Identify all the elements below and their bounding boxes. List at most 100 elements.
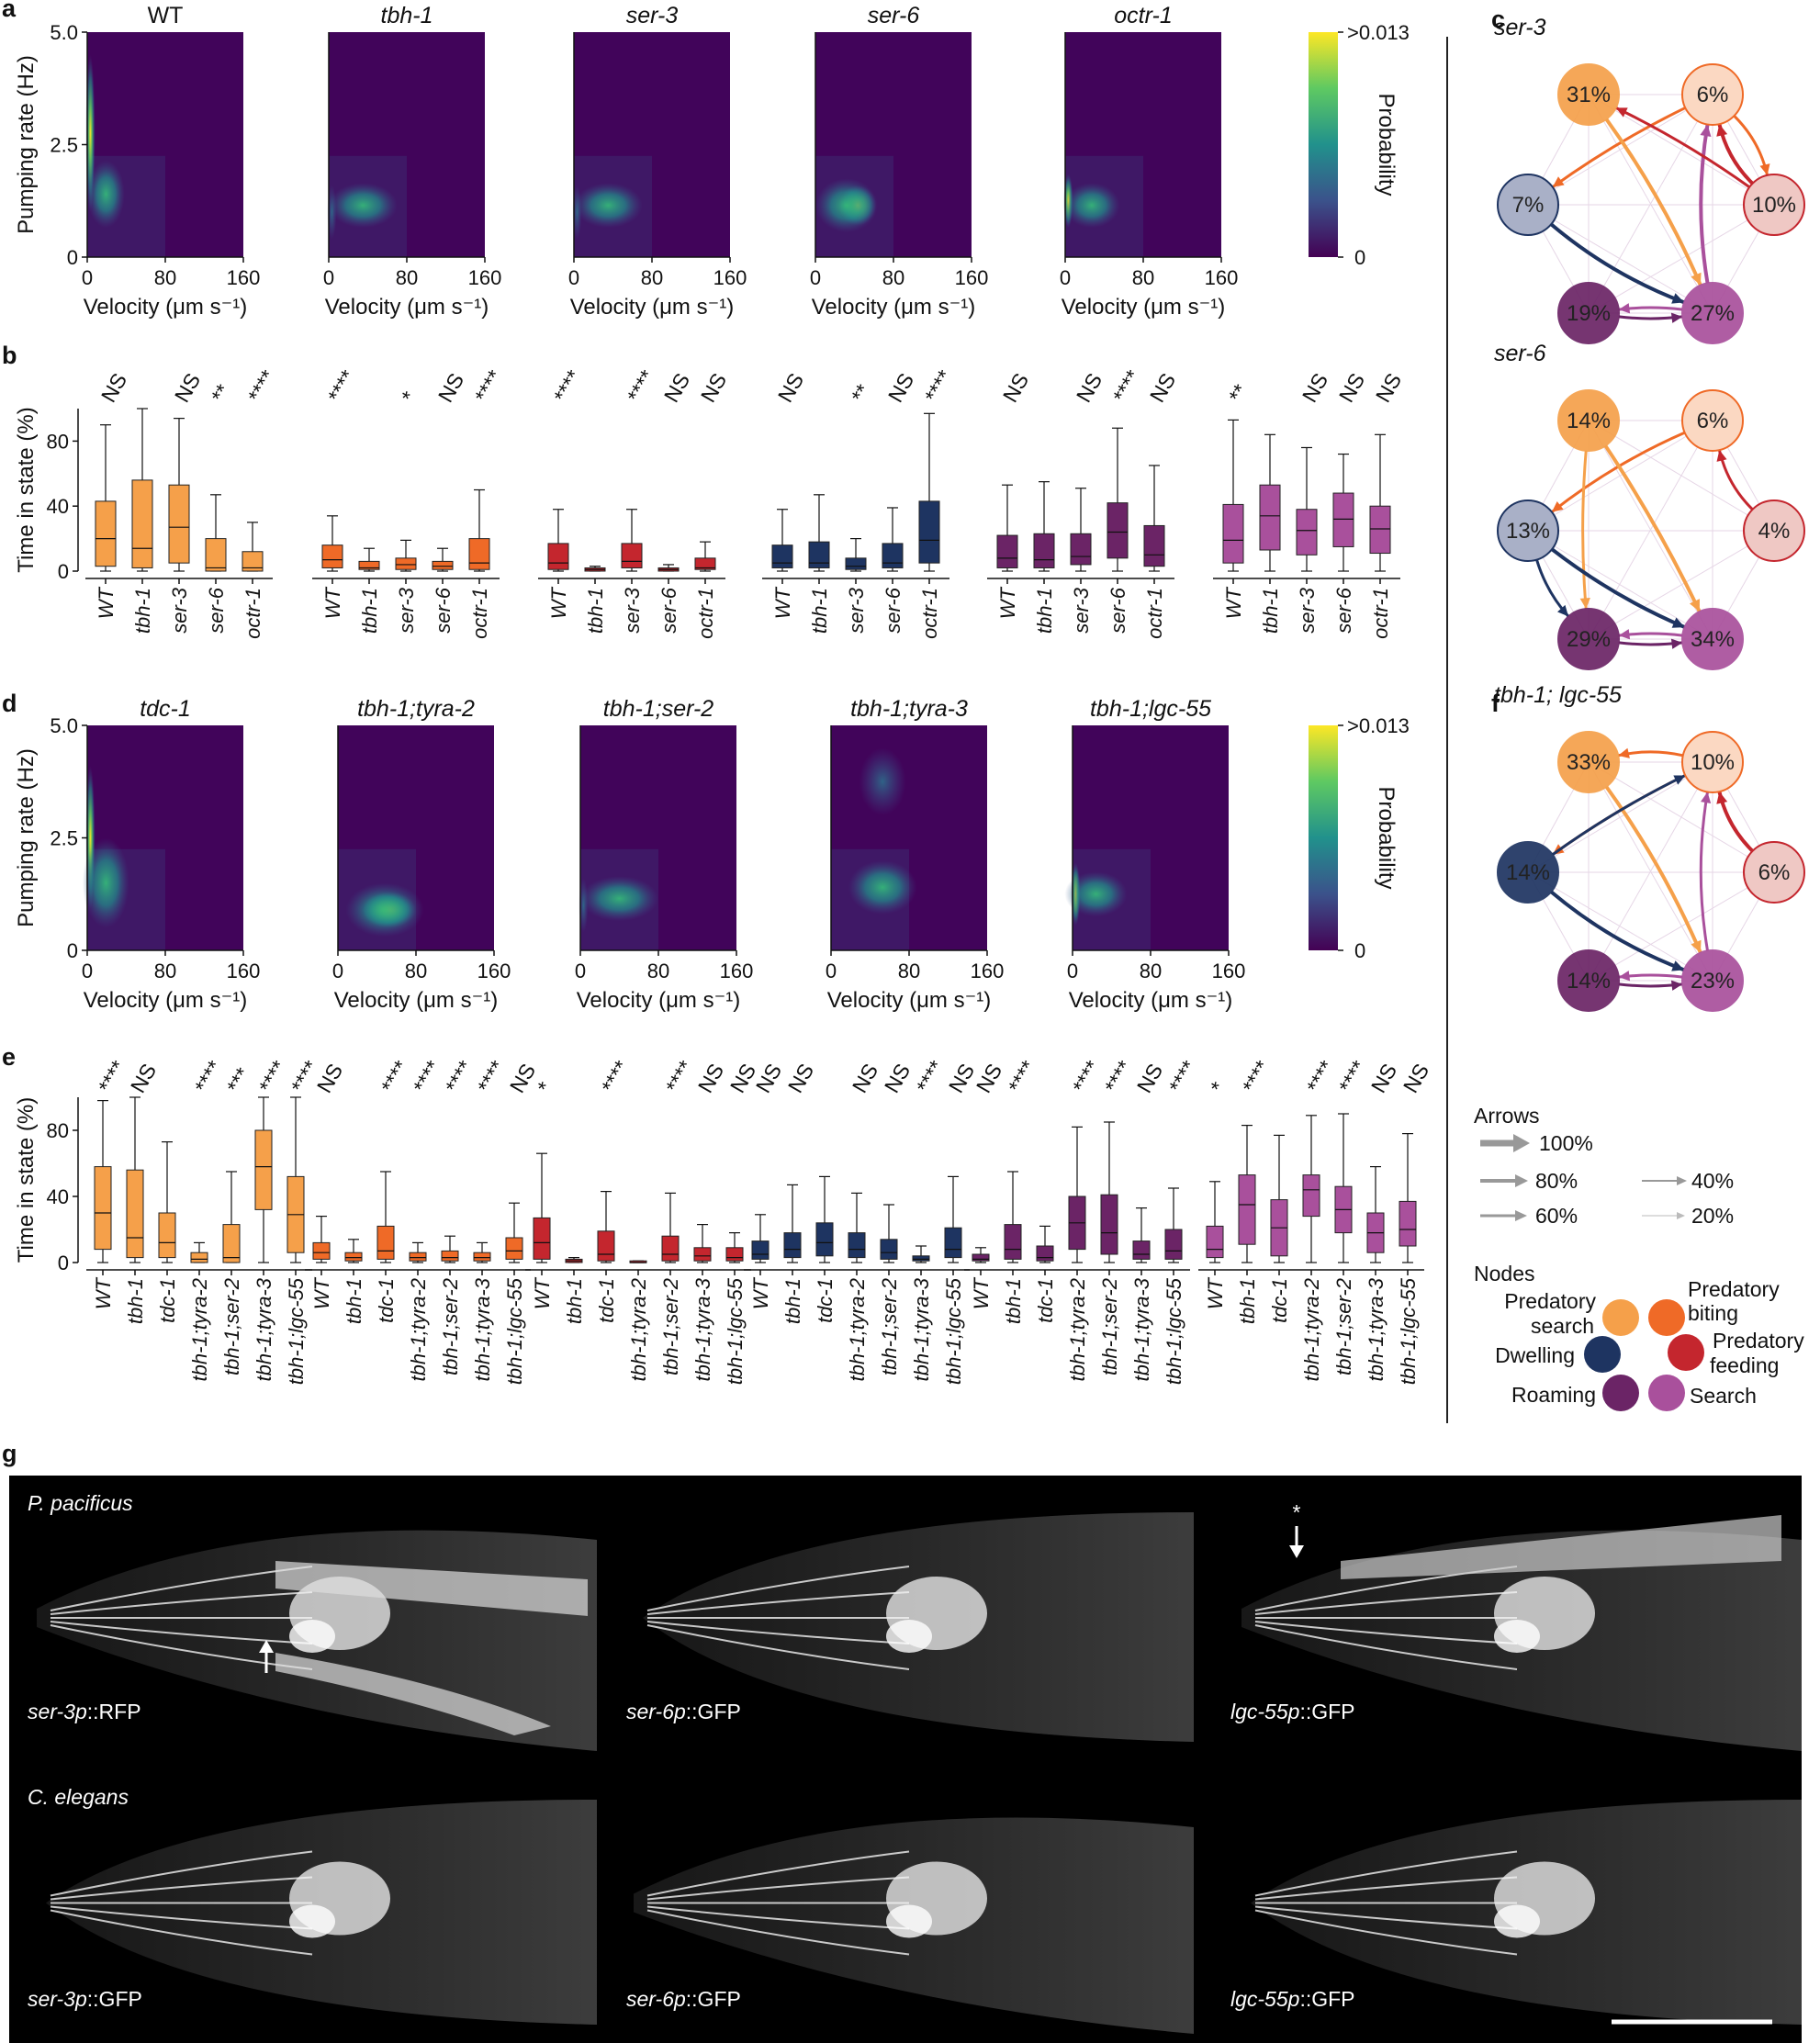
x-tick-label: 0	[82, 266, 93, 289]
box-iqr	[996, 534, 1018, 568]
box-tbh-1-tyra-3: tbh-1;tyra-3 NS	[1365, 1060, 1401, 1382]
box-ser-3: ser-3 **	[845, 380, 875, 634]
box-octr-1: octr-1 ****	[918, 365, 957, 638]
box-group-predatory-feeding: WT * tbh-1 tdc-1 **** tbh-1;tyra-2 tbh-1;ser-2…	[525, 1056, 760, 1385]
panel-letter-c: c	[1491, 6, 1505, 33]
x-tick-label: 80	[396, 266, 418, 289]
box-tdc-1: tdc-1	[1268, 1134, 1291, 1323]
neuron-process	[1254, 1850, 1518, 1897]
colorbar-min-label: 0	[1354, 939, 1365, 962]
colorbar-label: Probability	[1374, 93, 1399, 196]
box-group-roaming: WT NS tbh-1 ser-3 NS ser-6 **** octr-1 NS	[987, 365, 1180, 639]
heatmap-wt: WT 0 80 160 0 2.5 5.0 Pumping rate (Hz) Velocity…	[14, 3, 260, 320]
x-tick-label: tbh-1;tyra-2	[1300, 1278, 1323, 1382]
network-arrowhead	[1691, 939, 1702, 953]
x-tick-label: ser-3	[1070, 587, 1093, 633]
significance-label: ****	[1100, 1056, 1137, 1096]
network-node-label: 19%	[1567, 301, 1611, 326]
significance-label: ****	[323, 365, 360, 406]
box-octr-1: octr-1 NS	[1369, 369, 1406, 639]
significance-label: NS	[505, 1060, 540, 1097]
x-tick-label: ser-6	[882, 587, 904, 633]
box-iqr	[944, 1227, 962, 1259]
x-tick-label: octr-1	[694, 588, 717, 639]
x-tick-label: octr-1	[918, 588, 941, 639]
colorbar-max-label: >0.013	[1347, 21, 1410, 44]
network-arrowhead	[1670, 312, 1683, 323]
heatmap-title: tbh-1;lgc-55	[1090, 696, 1211, 722]
label-gene: ser-6p	[626, 1700, 686, 1723]
x-tick-label: WT	[95, 586, 118, 619]
network-faint-link	[1527, 530, 1713, 640]
box-wt: WT NS	[771, 369, 808, 619]
heatmap-tbh-1-lgc-55: tbh-1;lgc-55 0 80 160 Velocity (μm s⁻¹)	[1064, 696, 1245, 1013]
significance-label: NS	[1145, 369, 1180, 407]
box-iqr	[468, 538, 490, 570]
neuron-process	[646, 1850, 910, 1897]
network-arrow	[1604, 785, 1702, 954]
x-tick-label: 0	[1067, 960, 1078, 982]
network-faint-link	[1588, 530, 1775, 640]
network-node-label: 14%	[1506, 860, 1550, 885]
x-tick-label: ser-6	[1332, 587, 1355, 633]
box-iqr	[693, 1247, 712, 1262]
x-tick-label: tbh-1;ser-2	[659, 1278, 682, 1375]
significance-label: ****	[473, 1056, 510, 1096]
significance-label: NS	[944, 1060, 979, 1097]
box-iqr	[242, 551, 264, 572]
x-tick-label: tbh-1;lgc-55	[1397, 1277, 1420, 1385]
network-node-label: 6%	[1697, 83, 1729, 107]
x-tick-label: tbh-1	[563, 1278, 586, 1324]
box-iqr	[661, 1235, 680, 1262]
box-iqr	[168, 484, 190, 564]
legend-arrow-100: 100%	[1480, 1131, 1593, 1155]
heatmap-ser-3: ser-3 0 80 160 Velocity (μm s⁻¹)	[568, 3, 747, 320]
y-tick-label: 5.0	[50, 714, 78, 737]
box-wt: WT ****	[92, 1056, 130, 1309]
x-tick-label: tbh-1;tyra-3	[910, 1277, 933, 1381]
box-iqr	[845, 557, 867, 570]
x-tick-label: ser-6	[657, 587, 680, 633]
box-iqr	[222, 1224, 241, 1263]
y-tick-label: 2.5	[50, 827, 78, 850]
significance-label: NS	[1132, 1060, 1167, 1097]
network-arrowhead	[1673, 775, 1686, 785]
panel-letter-a: a	[2, 0, 17, 22]
box-iqr	[376, 1225, 395, 1260]
neuron-process	[50, 1850, 313, 1897]
network-node-circle	[1497, 500, 1559, 562]
x-tick-label: 0	[82, 960, 93, 982]
box-iqr	[1070, 533, 1092, 566]
network-faint-link	[1527, 94, 1713, 206]
heatmap-title: tbh-1;tyra-2	[357, 696, 475, 722]
network-legend: Arrows 100% 80% 60% 40% 20% Nodes Predat…	[1474, 1104, 1804, 1411]
micrograph-bottom-0	[46, 1800, 597, 2025]
network-faint-link	[1527, 204, 1713, 314]
arrow-marker-head	[1289, 1545, 1304, 1558]
x-axis-label: Velocity (μm s⁻¹)	[1069, 988, 1233, 1013]
network-node-circle	[1557, 63, 1620, 126]
y-tick-label: 2.5	[50, 134, 78, 157]
x-tick-label: 0	[332, 960, 343, 982]
significance-label: *	[533, 1078, 557, 1097]
neuron-process	[646, 1909, 910, 1956]
network-faint-link	[1588, 204, 1775, 314]
significance-label: ****	[1238, 1056, 1275, 1096]
legend-node-roaming	[1602, 1375, 1639, 1411]
x-tick-label: tbh-1;ser-2	[220, 1278, 243, 1375]
species-label-bottom: C. elegans	[28, 1785, 129, 1809]
box-tbh-1: tbh-1	[584, 566, 607, 634]
x-tick-label: 160	[720, 960, 754, 982]
neuron-process	[50, 1591, 313, 1615]
heatmap-title: tbh-1;ser-2	[603, 696, 714, 722]
network-node-circle	[1497, 841, 1559, 904]
significance-label: ****	[912, 1056, 949, 1096]
significance-label: NS	[783, 1060, 818, 1097]
colorbar: >0.013 0 Probability	[1309, 21, 1410, 269]
box-iqr	[1100, 1194, 1118, 1255]
network-node-circle	[1557, 949, 1620, 1012]
heatmap-density	[848, 860, 917, 915]
